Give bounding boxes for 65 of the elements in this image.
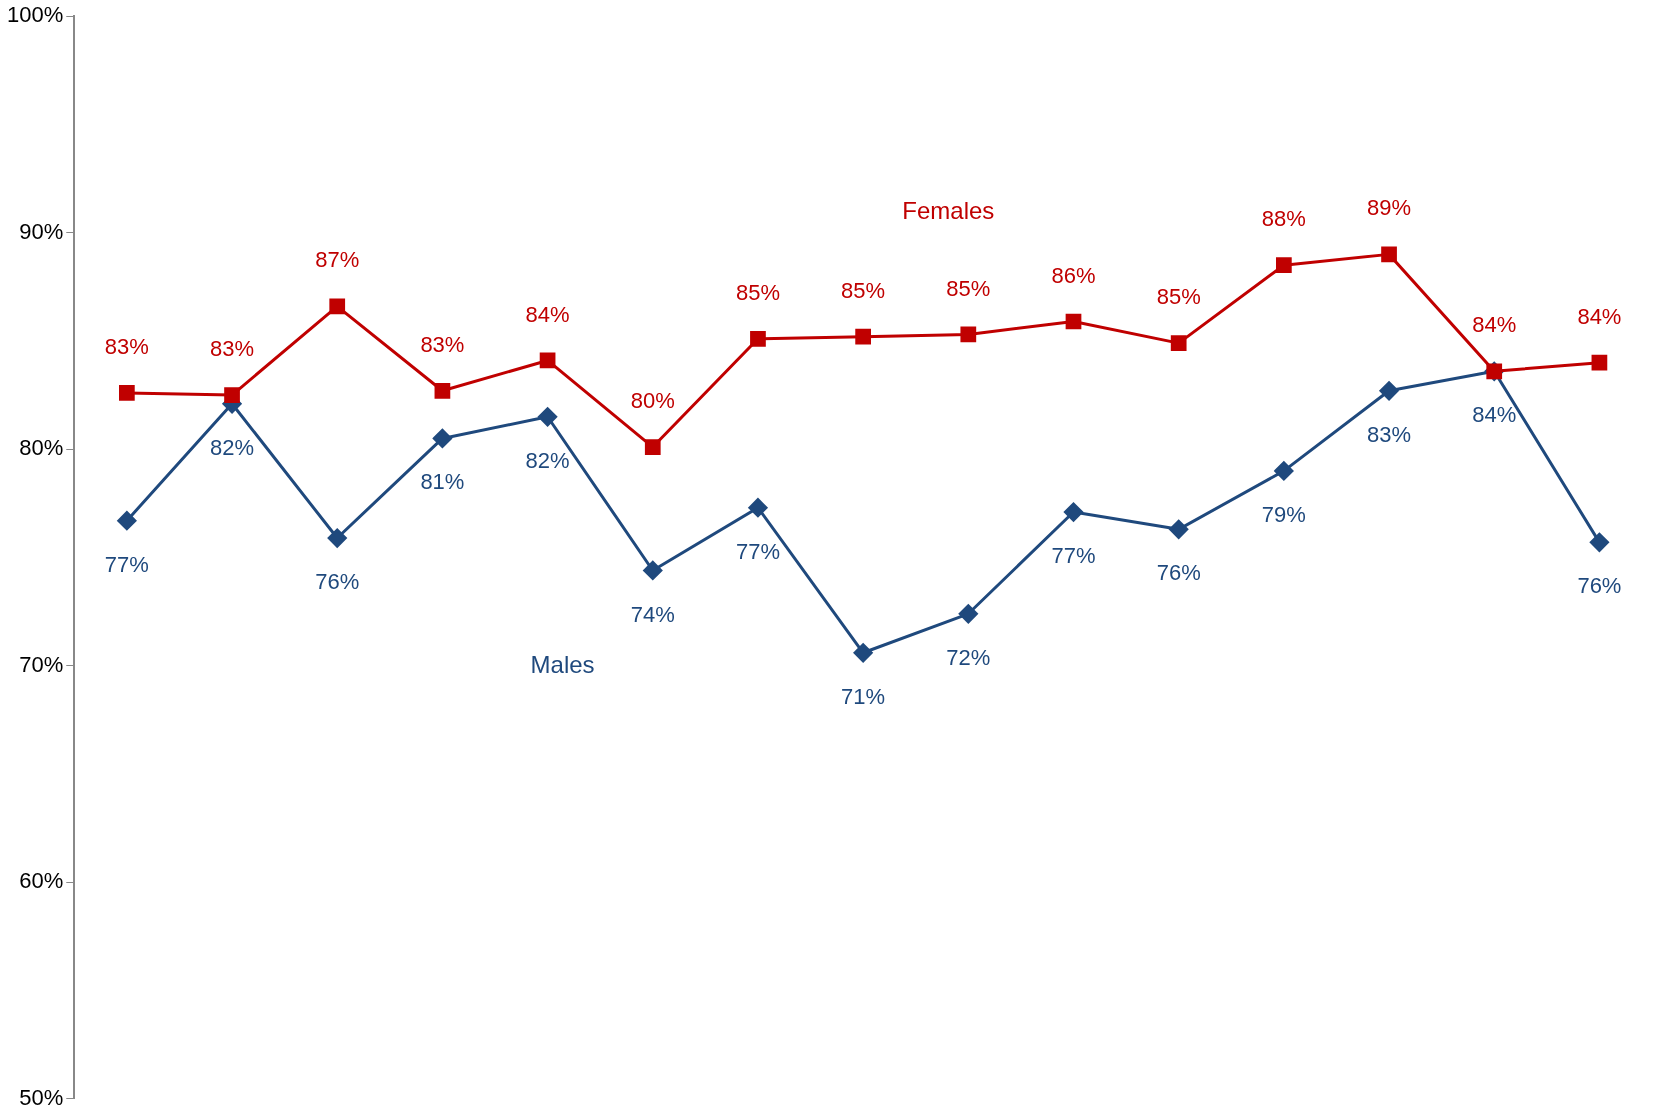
y-tick-label: 60%: [19, 868, 64, 894]
data-label: 71%: [841, 683, 886, 709]
point: [644, 439, 661, 455]
data-label: 85%: [841, 277, 886, 303]
data-label: 84%: [1472, 312, 1517, 338]
data-label: 77%: [104, 551, 149, 577]
point: [958, 604, 978, 624]
point: [1169, 519, 1189, 539]
data-label: 85%: [946, 275, 991, 301]
text: Females: [902, 197, 995, 225]
point: [1065, 313, 1082, 330]
data-label: 77%: [1051, 543, 1096, 569]
y-tick-label: 90%: [19, 218, 64, 244]
y-tick-label: 100%: [6, 2, 64, 28]
point: [1381, 246, 1397, 263]
data-label: 80%: [630, 388, 675, 414]
point: [117, 511, 137, 531]
point: [1170, 335, 1187, 352]
y-tick-label: 80%: [19, 435, 64, 461]
y-tick-label: 50%: [19, 1084, 64, 1110]
text: Males: [530, 651, 595, 679]
data-label: 81%: [420, 469, 465, 495]
data-label: 89%: [1367, 195, 1412, 221]
data-label: 85%: [1156, 284, 1201, 310]
point: [1276, 257, 1292, 274]
data-label: 79%: [1261, 501, 1306, 527]
point: [750, 330, 766, 347]
point: [748, 498, 768, 518]
data-label: 77%: [735, 538, 780, 564]
point: [1589, 532, 1609, 552]
data-label: 76%: [1577, 573, 1622, 599]
data-label: 84%: [1577, 303, 1622, 329]
data-label: 83%: [210, 336, 255, 362]
y-tick-label: 70%: [19, 651, 64, 677]
data-label: 83%: [104, 334, 149, 360]
data-label: 86%: [1051, 262, 1096, 288]
point: [119, 385, 135, 401]
point: [1591, 354, 1608, 371]
data-label: 76%: [315, 569, 360, 595]
point: [538, 407, 558, 427]
point: [1064, 502, 1083, 522]
data-label: 72%: [946, 644, 991, 670]
point: [1274, 461, 1294, 481]
data-label: 84%: [1472, 402, 1517, 428]
data-label: 82%: [210, 434, 255, 460]
data-label: 76%: [1156, 560, 1201, 586]
data-label: 82%: [525, 447, 570, 473]
point: [855, 328, 871, 345]
point: [224, 387, 240, 403]
point: [327, 528, 347, 548]
point: [432, 428, 452, 448]
point: [539, 352, 556, 369]
point: [643, 560, 663, 580]
data-label: 83%: [420, 331, 465, 357]
data-label: 87%: [315, 247, 360, 273]
data-label: 84%: [525, 301, 570, 327]
data-label: 74%: [630, 601, 675, 627]
point: [960, 326, 977, 343]
point: [434, 382, 451, 399]
point: [853, 643, 873, 663]
point: [1379, 381, 1399, 401]
data-label: 88%: [1261, 206, 1306, 232]
point: [329, 298, 346, 315]
data-label: 83%: [1367, 421, 1412, 447]
data-label: 85%: [735, 279, 780, 305]
